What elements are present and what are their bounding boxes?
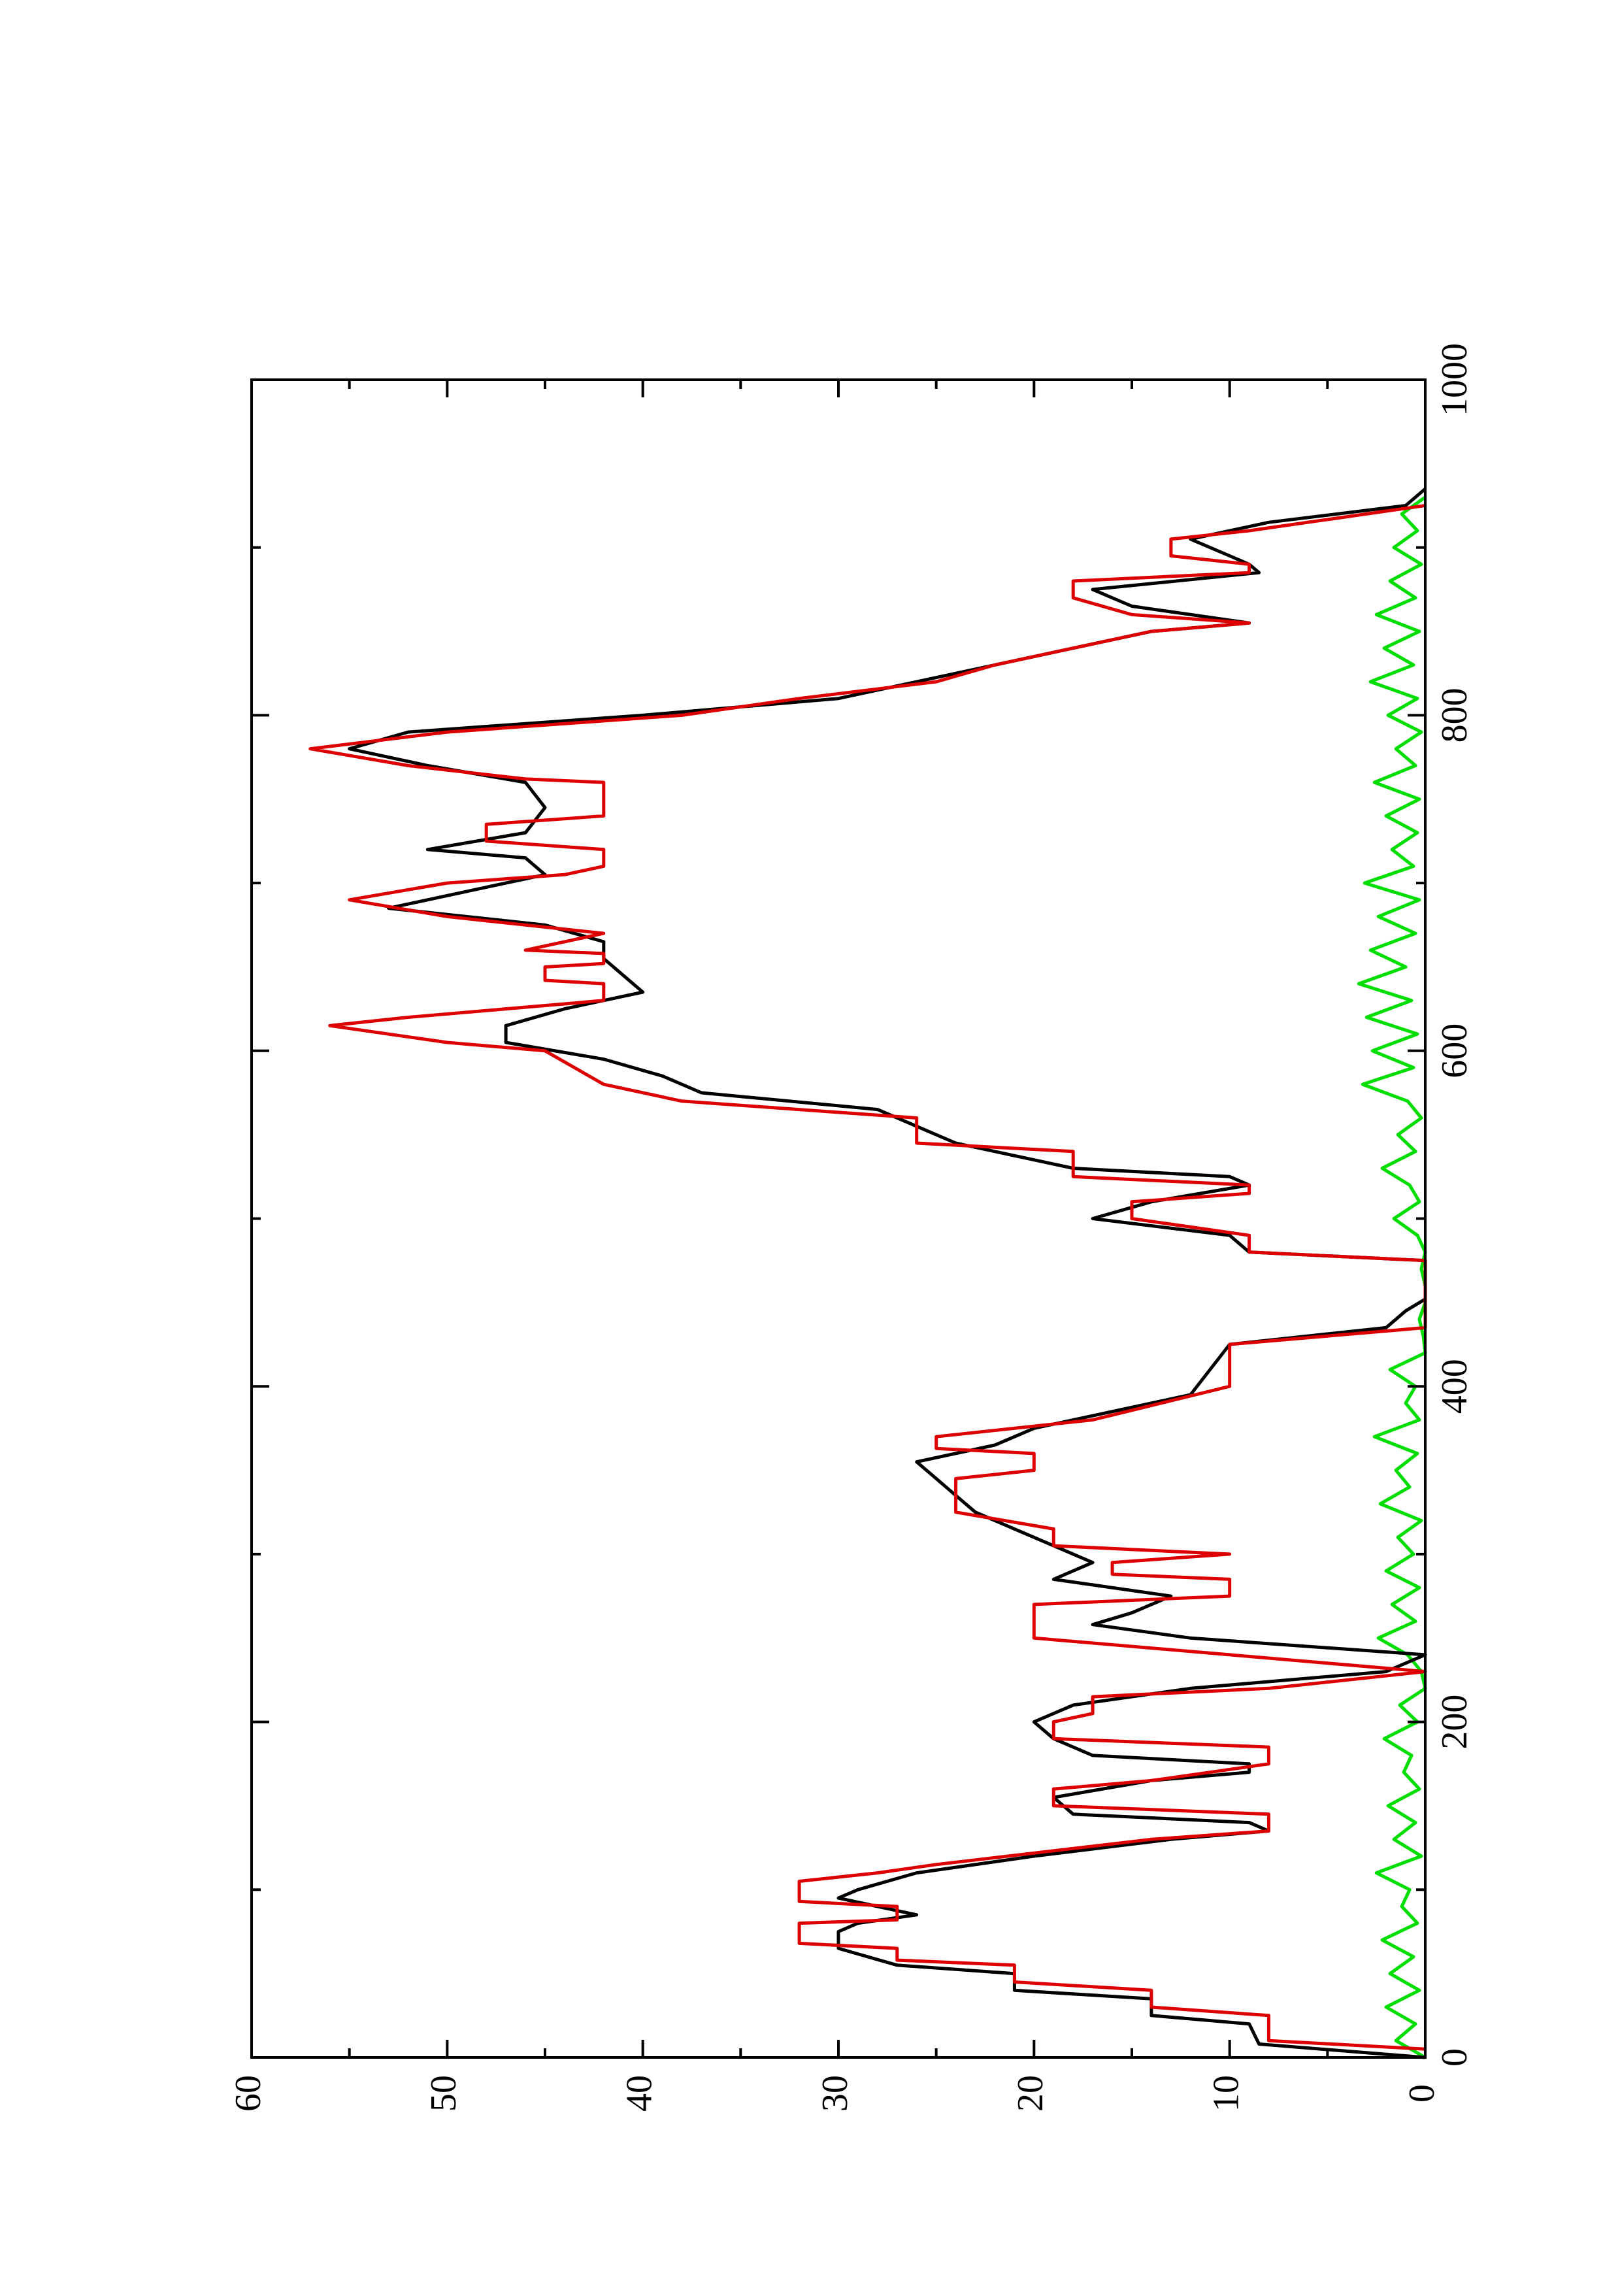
y-tick-label: 0 [1402, 2084, 1442, 2103]
x-tick-label: 400 [1434, 1359, 1475, 1414]
y-tick-label: 60 [228, 2075, 269, 2112]
data-line [308, 504, 1427, 2051]
y-tick-label: 40 [620, 2075, 660, 2112]
x-tick-label: 800 [1434, 688, 1475, 742]
data-line [348, 488, 1427, 2059]
x-tick-label: 1000 [1434, 343, 1475, 416]
y-tick-label: 10 [1206, 2075, 1247, 2112]
x-tick-label: 0 [1434, 2048, 1475, 2067]
y-tick-label: 30 [815, 2075, 855, 2112]
y-tick-label: 50 [423, 2075, 464, 2112]
x-tick-label: 200 [1434, 1695, 1475, 1750]
x-tick-label: 600 [1434, 1023, 1475, 1078]
y-tick-label: 20 [1010, 2075, 1051, 2112]
plot-frame [250, 378, 1427, 2059]
data-line [1357, 495, 1427, 2059]
